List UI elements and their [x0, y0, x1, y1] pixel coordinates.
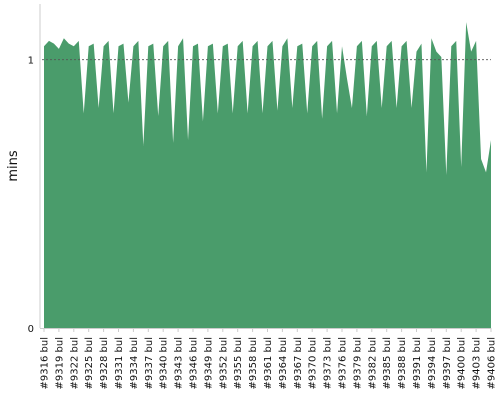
y-axis-title: mins: [6, 150, 21, 182]
x-tick-label: #9337 bul: [144, 337, 155, 389]
x-tick-label: #9358 bul: [248, 337, 259, 389]
x-tick-label: #9391 bul: [412, 337, 423, 389]
x-tick-label: #9325 bul: [84, 337, 95, 389]
x-tick-label: #9340 bul: [159, 337, 170, 389]
x-tick-label: #9355 bul: [233, 337, 244, 389]
x-tick-label: #9328 bul: [99, 337, 110, 389]
x-tick-label: #9367 bul: [293, 337, 304, 389]
x-tick-label: #9361 bul: [263, 337, 274, 389]
y-tick-label: 0: [28, 324, 34, 335]
x-tick-label: #9376 bul: [338, 337, 349, 389]
x-tick-label: #9334 bul: [129, 337, 140, 389]
x-tick-label: #9379 bul: [352, 337, 363, 389]
x-tick-label: #9382 bul: [367, 337, 378, 389]
y-ticks: 01: [28, 56, 34, 335]
x-tick-label: #9403 bul: [472, 337, 483, 389]
x-tick-label: #9316 bul: [40, 337, 51, 389]
x-tick-label: #9373 bul: [323, 337, 334, 389]
x-tick-label: #9352 bul: [218, 337, 229, 389]
x-tick-label: #9331 bul: [114, 337, 125, 389]
x-tick-label: #9394 bul: [427, 337, 438, 389]
x-tick-label: #9397 bul: [442, 337, 453, 389]
x-tick-label: #9385 bul: [382, 337, 393, 389]
x-tick-label: #9388 bul: [397, 337, 408, 389]
x-tick-label: #9346 bul: [189, 337, 200, 389]
x-tick-label: #9406 bul: [487, 337, 498, 389]
x-tick-label: #9343 bul: [174, 337, 185, 389]
x-tick-label: #9400 bul: [457, 337, 468, 389]
x-tick-label: #9319 bul: [54, 337, 65, 389]
x-tick-label: #9349 bul: [203, 337, 214, 389]
x-tick-label: #9370 bul: [308, 337, 319, 389]
area-layer: [44, 22, 491, 328]
x-ticks: #9316 bul #9319 bul #9322 bul #9325 bul #932…: [40, 328, 498, 389]
x-tick-label: #9364 bul: [278, 337, 289, 389]
x-tick-label: #9322 bul: [69, 337, 80, 389]
y-tick-label: 1: [28, 56, 34, 67]
area-series: [44, 22, 491, 328]
